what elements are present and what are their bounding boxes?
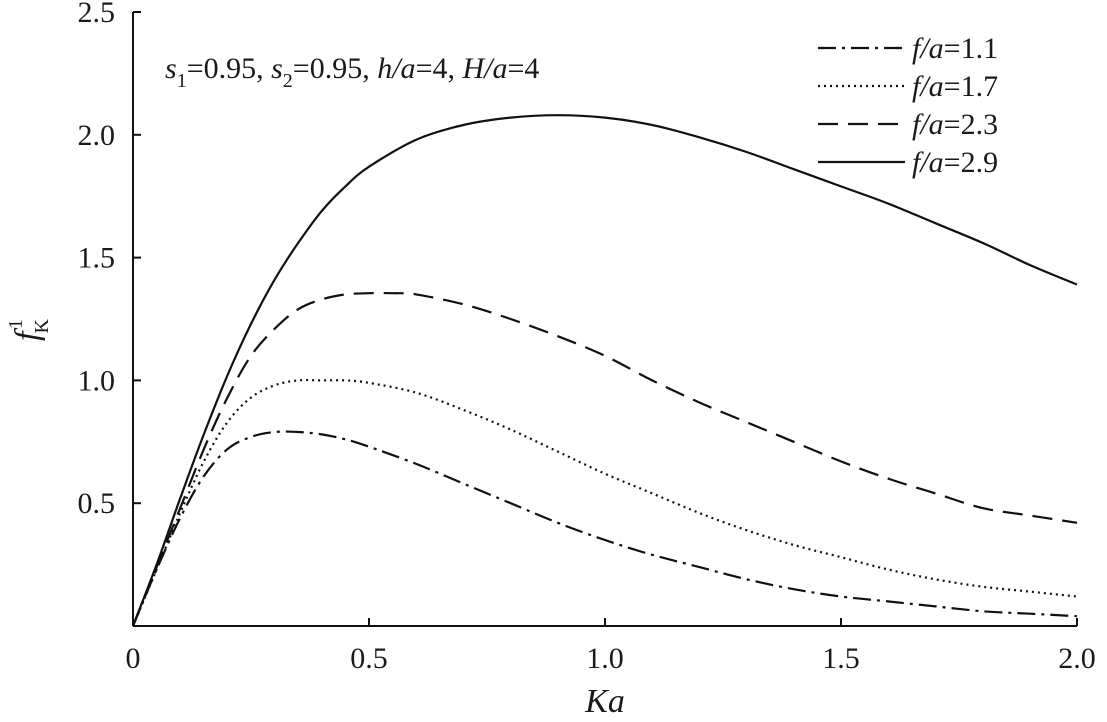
x-tick-label: 2.0: [1058, 642, 1096, 675]
y-axis-label: fK1: [5, 319, 53, 341]
series-line-1: [131, 430, 1078, 627]
y-tick-label: 1.5: [78, 242, 116, 275]
x-tick-label: 0.5: [350, 642, 388, 675]
series-line-4: [131, 114, 1078, 627]
series-line-3: [131, 291, 1078, 627]
x-tick-label: 1.0: [586, 642, 624, 675]
curves: [131, 114, 1078, 627]
x-tick-label: 1.5: [822, 642, 860, 675]
series-line-2: [131, 378, 1078, 627]
parameter-annotation: s1=0.95, s2=0.95, h/a=4, H/a=4: [165, 52, 539, 92]
legend-label-2: f/a=1.7: [912, 70, 998, 103]
y-tick-label: 1.0: [78, 364, 116, 397]
legend-label-3: f/a=2.3: [912, 108, 998, 141]
ticks: 0 0.5 1.0 1.5 2.0 0.5 1.0 1.5 2.0 2.5: [78, 0, 1096, 675]
x-tick-label: 0: [126, 642, 141, 675]
legend-label-4: f/a=2.9: [912, 146, 998, 179]
y-tick-label: 2.0: [78, 119, 116, 152]
y-tick-label: 2.5: [78, 0, 116, 29]
axes: [132, 12, 1077, 627]
y-tick-label: 0.5: [78, 487, 116, 520]
x-axis-label: Ka: [584, 683, 625, 720]
legend: f/a=1.1 f/a=1.7 f/a=2.3 f/a=2.9: [818, 32, 998, 179]
legend-label-1: f/a=1.1: [912, 32, 998, 65]
